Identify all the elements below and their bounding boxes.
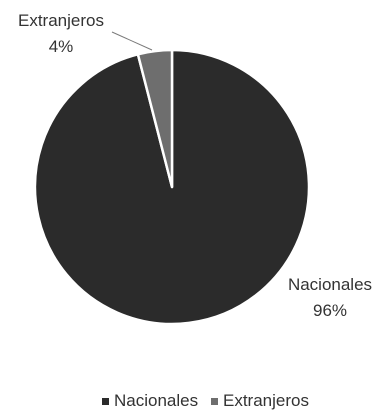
data-label-nacionales-name: Nacionales: [288, 275, 372, 294]
leader-line-extranjeros: [111, 31, 153, 51]
data-label-extranjeros-pct: 4%: [49, 37, 74, 56]
data-label-nacionales-pct: 96%: [313, 301, 347, 320]
legend-swatch-nacionales: [102, 398, 109, 405]
legend-swatch-extranjeros: [211, 398, 218, 405]
pie-slice-extranjeros: [136, 48, 174, 189]
legend: Nacionales Extranjeros: [102, 391, 309, 410]
legend-label-extranjeros: Extranjeros: [223, 391, 309, 410]
pie-slices: [33, 48, 311, 326]
data-label-extranjeros-name: Extranjeros: [18, 11, 104, 30]
legend-label-nacionales: Nacionales: [114, 391, 198, 410]
